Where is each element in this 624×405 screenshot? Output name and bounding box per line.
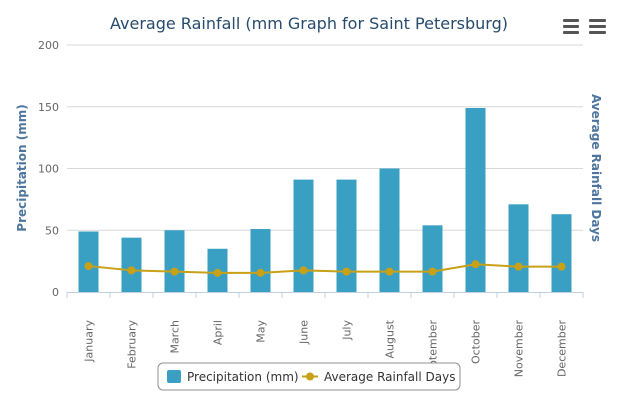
bar[interactable] bbox=[250, 229, 271, 292]
legend-item-precipitation[interactable]: Precipitation (mm) bbox=[167, 370, 299, 384]
x-tick-label: April bbox=[212, 320, 225, 345]
bar[interactable] bbox=[551, 214, 572, 292]
rainfall-days-line bbox=[84, 260, 566, 277]
line-point[interactable] bbox=[299, 266, 308, 275]
y-tick-label: 150 bbox=[38, 101, 59, 114]
legend-label-rainfall-days: Average Rainfall Days bbox=[324, 370, 455, 384]
line-point[interactable] bbox=[127, 266, 136, 275]
x-tick-label: January bbox=[83, 320, 96, 363]
legend-item-rainfall-days[interactable]: Average Rainfall Days bbox=[302, 370, 455, 384]
x-tick-label: August bbox=[384, 319, 397, 358]
line-point[interactable] bbox=[213, 268, 222, 277]
line-point[interactable] bbox=[428, 267, 437, 276]
x-tick-label: May bbox=[255, 320, 268, 343]
legend: Precipitation (mm) Average Rainfall Days bbox=[157, 362, 461, 391]
bar[interactable] bbox=[379, 168, 400, 293]
bar[interactable] bbox=[465, 107, 486, 292]
line-point[interactable] bbox=[170, 267, 179, 276]
series-line bbox=[88, 263, 562, 274]
y-tick-label: 50 bbox=[45, 224, 59, 237]
bar[interactable] bbox=[121, 237, 142, 292]
x-tick-label: March bbox=[169, 320, 182, 354]
gridlines bbox=[67, 44, 583, 231]
export-menu-icon[interactable] bbox=[563, 19, 579, 34]
x-tick-label: November bbox=[513, 320, 526, 378]
line-point[interactable] bbox=[342, 267, 351, 276]
x-axis bbox=[66, 292, 584, 298]
line-point[interactable] bbox=[385, 267, 394, 276]
print-menu-icon[interactable] bbox=[589, 19, 606, 34]
bar[interactable] bbox=[422, 225, 443, 292]
line-point[interactable] bbox=[514, 262, 523, 271]
x-tick-label: December bbox=[556, 320, 569, 378]
y-axis-ticks: 0 50 100 150 200 bbox=[38, 39, 59, 299]
x-tick-label: October bbox=[470, 320, 483, 364]
bar[interactable] bbox=[78, 231, 99, 292]
y-tick-label: 200 bbox=[38, 39, 59, 52]
x-tick-label: July bbox=[341, 320, 354, 341]
y-tick-label: 100 bbox=[38, 163, 59, 176]
legend-label-precipitation: Precipitation (mm) bbox=[187, 370, 299, 384]
legend-bar-swatch bbox=[167, 370, 181, 383]
x-tick-label: February bbox=[126, 320, 139, 369]
y-axis-title: Precipitation (mm) bbox=[15, 104, 29, 231]
bar[interactable] bbox=[293, 179, 314, 292]
bar[interactable] bbox=[336, 179, 357, 292]
y-tick-label: 0 bbox=[52, 286, 59, 299]
bar[interactable] bbox=[508, 204, 529, 292]
line-point[interactable] bbox=[84, 262, 93, 271]
line-point[interactable] bbox=[256, 268, 265, 277]
x-tick-label: June bbox=[298, 320, 311, 345]
chart-title: Average Rainfall (mm Graph for Saint Pet… bbox=[110, 14, 508, 33]
legend-line-marker bbox=[306, 372, 314, 381]
bar[interactable] bbox=[164, 230, 185, 292]
precipitation-bars bbox=[78, 107, 572, 293]
line-point[interactable] bbox=[471, 260, 480, 269]
y2-axis-title: Average Rainfall Days bbox=[589, 94, 603, 242]
line-point[interactable] bbox=[557, 262, 566, 271]
